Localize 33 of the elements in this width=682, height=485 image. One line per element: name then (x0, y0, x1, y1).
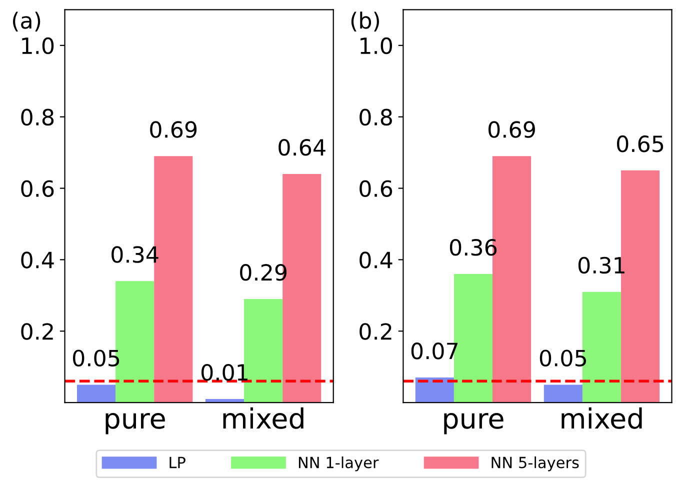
bar (77, 384, 116, 403)
data-label: 0.31 (578, 256, 624, 274)
data-label: 0.65 (617, 135, 664, 152)
bar (544, 384, 582, 403)
data-label: 0.69 (488, 121, 535, 138)
y-tick-label: 1.0 (360, 37, 392, 54)
y-tick-label: 0.2 (360, 323, 392, 340)
chart-title: (a) (12, 12, 40, 32)
y-tick-label: 1.0 (22, 37, 54, 54)
chart-title: (b) (351, 12, 380, 32)
x-tick-label: pure (106, 412, 165, 434)
legend-label: LP (170, 456, 186, 468)
data-label: 0.29 (240, 264, 287, 281)
legend-label: NN 1-layer (298, 456, 379, 472)
y-tick-label: 0.8 (21, 108, 54, 126)
data-label: 0.64 (278, 138, 326, 156)
y-tick-label: 0.4 (21, 252, 54, 268)
data-label: 0.34 (112, 246, 158, 263)
data-label: 0.01 (202, 364, 248, 381)
y-tick-label: 0.6 (21, 180, 54, 198)
y-tick-label: 0.6 (360, 180, 392, 198)
x-tick-label: pure (444, 412, 504, 434)
data-label: 0.05 (540, 350, 586, 366)
y-tick-label: 0.8 (360, 108, 392, 126)
data-label: 0.36 (450, 238, 497, 256)
data-label: 0.07 (411, 342, 458, 360)
legend-label: NN 5-layers (492, 456, 579, 472)
data-label: 0.69 (150, 121, 197, 138)
data-label: 0.05 (73, 350, 120, 366)
x-tick-label: mixed (562, 407, 642, 429)
y-tick-label: 0.2 (21, 323, 53, 340)
y-tick-label: 0.4 (360, 252, 392, 268)
x-tick-label: mixed (223, 407, 304, 429)
